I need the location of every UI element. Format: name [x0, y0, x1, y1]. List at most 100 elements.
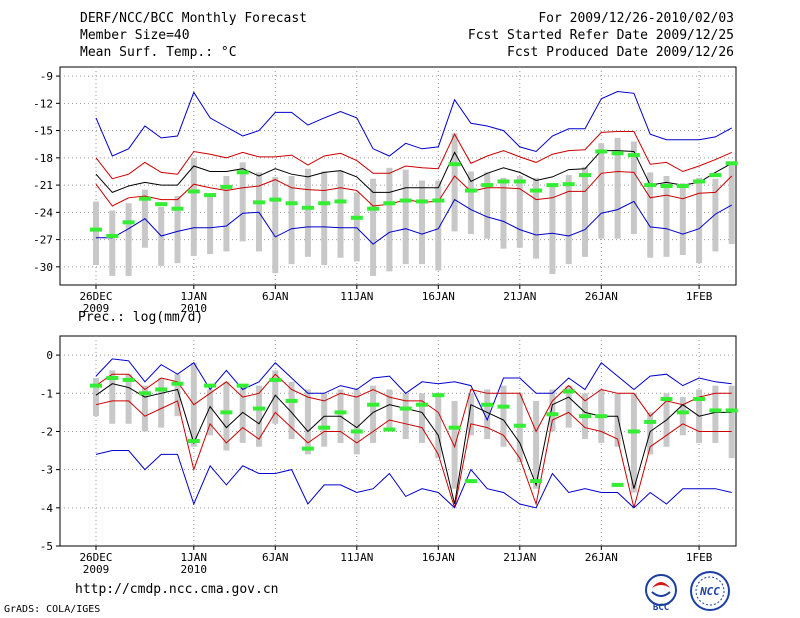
x-tick-label: 26JAN: [585, 551, 618, 564]
ensemble-box: [288, 176, 295, 265]
observed-marker: [627, 153, 640, 158]
ensemble-box: [109, 210, 116, 276]
ensemble-box: [141, 385, 148, 432]
observed-marker: [253, 200, 265, 205]
ensemble-box: [451, 133, 458, 232]
ensemble-box: [630, 393, 637, 493]
observed-marker: [90, 227, 102, 232]
x-tick-year-label: 2010: [181, 563, 208, 576]
y-tick-label: -4: [40, 502, 54, 515]
ensemble-box: [500, 177, 507, 249]
observed-marker: [497, 404, 510, 409]
x-tick-label: 26JAN: [585, 290, 618, 303]
ensemble-box: [386, 167, 393, 272]
observed-marker: [367, 402, 380, 407]
x-tick-year-label: 2009: [83, 563, 110, 576]
ensemble-box: [402, 169, 409, 265]
ensemble-box: [712, 385, 719, 443]
observed-marker: [367, 206, 380, 211]
observed-marker: [530, 188, 543, 193]
bcc-logo-text: BCC: [653, 603, 669, 612]
observed-marker: [236, 383, 249, 388]
header-left: DERF/NCC/BCC Monthly Forecast Member Siz…: [80, 10, 307, 61]
observed-marker: [693, 179, 706, 184]
observed-marker: [155, 202, 168, 207]
source-url[interactable]: http://cmdp.ncc.cma.gov.cn: [75, 582, 279, 597]
ensemble-box: [207, 195, 214, 255]
observed-marker: [138, 391, 151, 396]
ncc-logo: NCC: [690, 571, 730, 611]
ensemble-box: [467, 393, 474, 436]
observed-marker: [90, 383, 102, 388]
plot-frame: [59, 335, 737, 547]
observed-marker: [383, 427, 396, 432]
observed-marker: [546, 412, 559, 417]
ensemble-box: [93, 201, 99, 266]
ensemble-box: [647, 172, 654, 258]
x-tick-label: 1JAN: [181, 290, 208, 303]
observed-marker: [562, 389, 575, 394]
observed-marker: [301, 446, 314, 451]
series-line-mean: [95, 383, 732, 505]
plot-frame: [59, 66, 737, 286]
observed-marker: [399, 406, 412, 411]
observed-marker: [497, 179, 510, 184]
series-line-min: [96, 198, 732, 245]
observed-marker: [122, 377, 135, 382]
observed-marker: [530, 479, 543, 484]
forecast-period: For 2009/12/26-2010/02/03: [538, 11, 734, 26]
observed-marker: [660, 397, 673, 401]
ensemble-box: [370, 385, 377, 443]
ensemble-box: [614, 137, 621, 239]
ensemble-box: [549, 183, 556, 275]
y-tick-label: -3: [40, 464, 53, 477]
ensemble-box: [174, 374, 181, 417]
x-tick-label: 6JAN: [262, 551, 289, 564]
series-line-p75: [95, 373, 732, 449]
observed-marker: [481, 183, 494, 188]
ensemble-box: [353, 389, 360, 455]
ensemble-box: [321, 393, 328, 447]
observed-marker: [725, 161, 738, 166]
ensemble-box: [158, 378, 165, 428]
grads-credit: GrADS: COLA/IGES: [4, 604, 101, 615]
observed-marker: [138, 196, 151, 201]
x-tick-label: 1JAN: [181, 551, 208, 564]
x-tick-label: 11JAN: [340, 551, 373, 564]
observed-marker: [318, 201, 331, 206]
ensemble-box: [484, 172, 491, 239]
observed-marker: [513, 423, 526, 428]
observed-marker: [579, 414, 591, 419]
ensemble-box: [679, 183, 686, 256]
ensemble-box: [304, 168, 311, 257]
ensemble-box: [272, 370, 279, 424]
precip-label: Prec.: log(mm/d): [78, 310, 204, 325]
ensemble-box: [500, 385, 507, 447]
ensemble-box: [516, 176, 523, 248]
ensemble-box: [630, 141, 637, 235]
observed-marker: [709, 408, 722, 413]
x-tick-label: 16JAN: [422, 290, 455, 303]
observed-marker: [204, 193, 217, 198]
ensemble-box: [239, 385, 246, 443]
ensemble-box: [402, 393, 409, 440]
chart-title: DERF/NCC/BCC Monthly Forecast: [80, 11, 307, 26]
x-tick-label: 26DEC: [79, 551, 112, 564]
observed-marker: [204, 383, 217, 388]
observed-marker: [334, 410, 347, 415]
observed-marker: [693, 397, 706, 401]
observed-marker: [448, 162, 461, 167]
observed-marker: [579, 173, 591, 178]
x-tick-label: 26DEC: [79, 290, 112, 303]
observed-marker: [269, 197, 282, 202]
observed-marker: [171, 381, 184, 386]
observed-marker: [350, 429, 363, 434]
forecast-produced-date: Fcst Produced Date 2009/12/26: [507, 45, 734, 60]
observed-marker: [562, 182, 575, 187]
observed-marker: [627, 429, 640, 434]
ensemble-box: [467, 171, 474, 235]
observed-marker: [595, 414, 608, 419]
x-tick-year-label: 2010: [181, 302, 208, 315]
